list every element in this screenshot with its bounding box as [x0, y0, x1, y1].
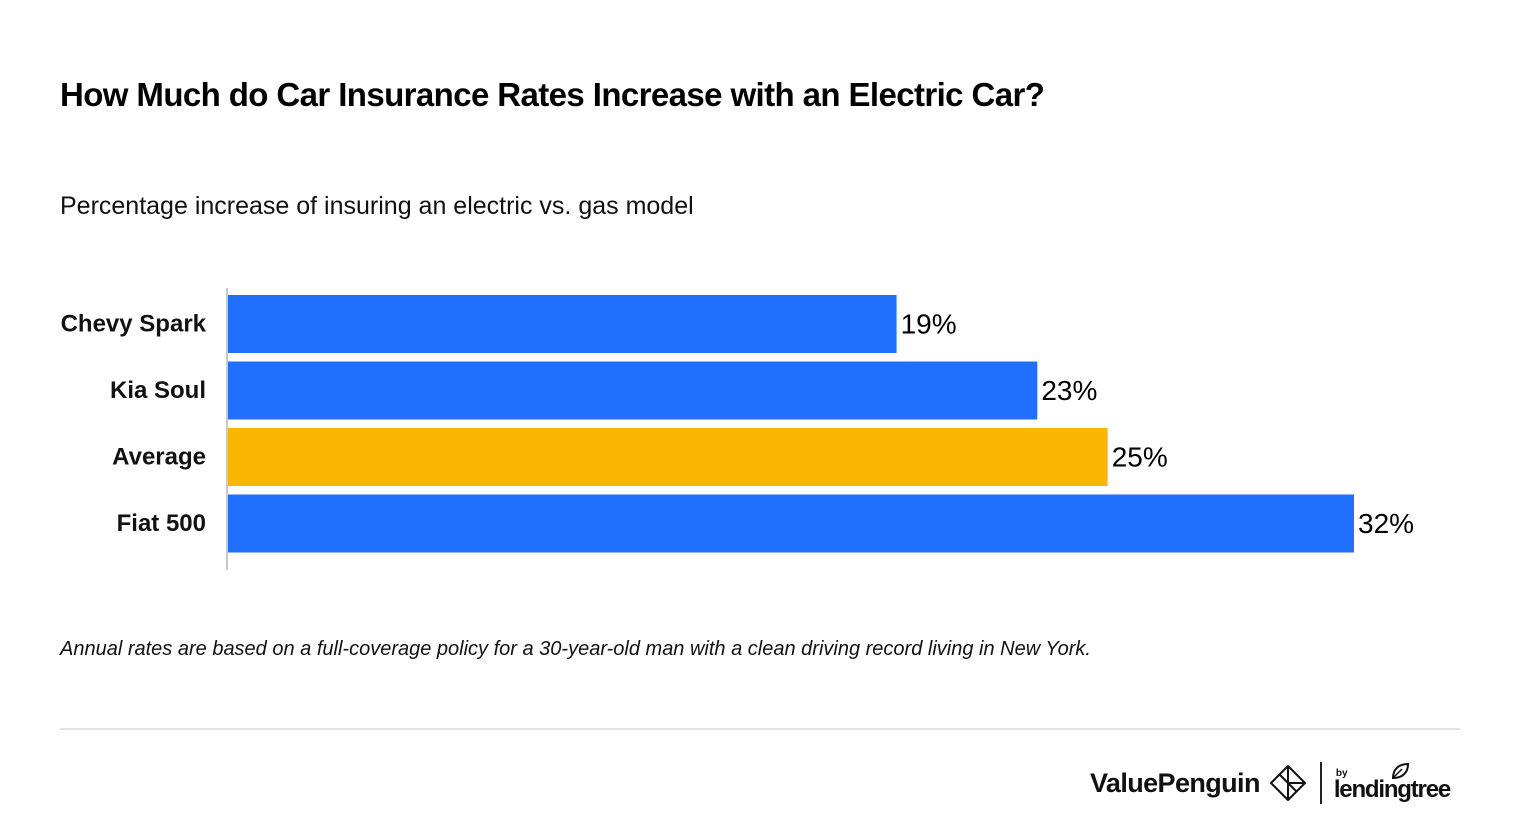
value-label: 23%: [1041, 375, 1097, 406]
valuepenguin-logo-icon: [1269, 765, 1306, 801]
bar-kia-soul: [228, 361, 1038, 420]
footer-branding: ValuePenguin by lendingtree: [1090, 758, 1474, 808]
footer-divider: [60, 728, 1460, 730]
category-label: Kia Soul: [110, 377, 206, 404]
partner-name: lendingtree: [1333, 776, 1451, 803]
chart-subtitle: Percentage increase of insuring an elect…: [60, 192, 694, 220]
bar-chevy-spark: [228, 295, 897, 353]
footnote: Annual rates are based on a full-coverag…: [60, 638, 1091, 660]
bar-chart: Chevy Spark 19% Kia Soul 23% Average 25% Fiat …: [61, 288, 1414, 570]
partner-prefix: by: [1335, 768, 1348, 779]
bar-average: [228, 428, 1108, 486]
chart-title: How Much do Car Insurance Rates Increase…: [60, 76, 1045, 113]
value-label: 25%: [1112, 442, 1168, 473]
value-label: 32%: [1358, 508, 1414, 539]
category-label: Average: [112, 444, 206, 471]
leaf-icon: [1391, 762, 1409, 780]
category-label: Chevy Spark: [61, 311, 207, 338]
partner-logo: by lendingtree: [1334, 758, 1474, 808]
brand-separator: [1319, 762, 1322, 804]
bar-fiat-500: [228, 494, 1354, 553]
brand-name: ValuePenguin: [1090, 767, 1260, 798]
value-label: 19%: [901, 309, 957, 340]
category-label: Fiat 500: [117, 510, 206, 537]
bars-group: Chevy Spark 19% Kia Soul 23% Average 25% Fiat …: [61, 295, 1414, 553]
